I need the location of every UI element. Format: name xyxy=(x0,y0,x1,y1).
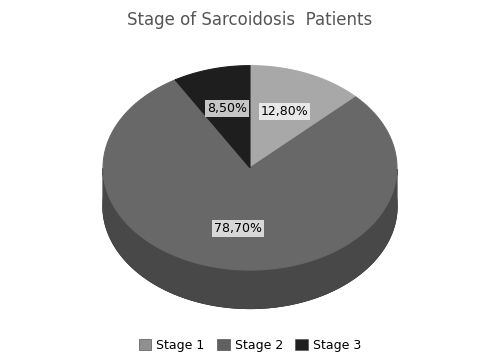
Polygon shape xyxy=(250,66,356,168)
Polygon shape xyxy=(103,168,397,309)
Text: 12,80%: 12,80% xyxy=(260,105,308,118)
Polygon shape xyxy=(175,66,250,168)
Polygon shape xyxy=(103,104,397,309)
Polygon shape xyxy=(103,80,397,270)
Legend: Stage 1, Stage 2, Stage 3: Stage 1, Stage 2, Stage 3 xyxy=(134,334,366,357)
Text: 8,50%: 8,50% xyxy=(206,102,246,115)
Text: Stage of Sarcoidosis  Patients: Stage of Sarcoidosis Patients xyxy=(128,11,372,29)
Text: 78,70%: 78,70% xyxy=(214,222,262,235)
